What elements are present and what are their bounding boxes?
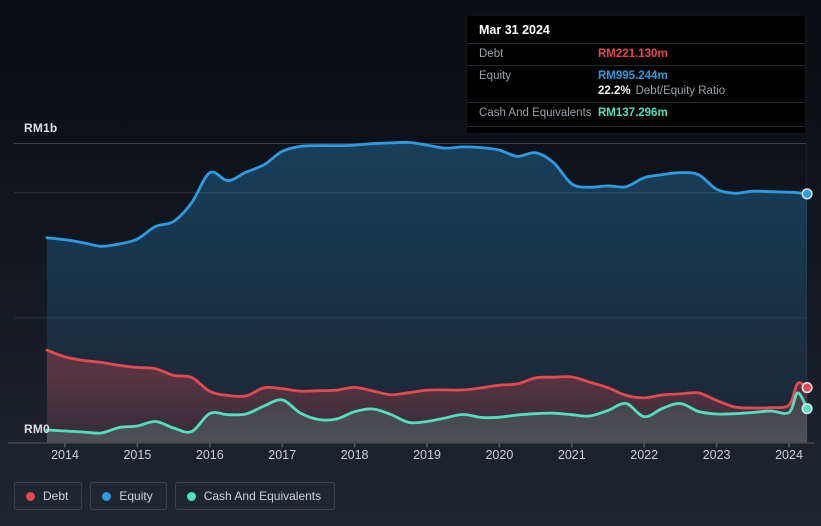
tooltip-equity-value: RM995.244m: [598, 70, 668, 82]
x-axis-label-2021: 2021: [557, 448, 586, 462]
tooltip-cash-value: RM137.296m: [598, 107, 668, 119]
legend-item-cash[interactable]: Cash And Equivalents: [174, 482, 336, 510]
tooltip-row-equity: Equity RM995.244m 22.2% Debt/Equity Ratio: [467, 65, 805, 102]
x-axis-label-2019: 2019: [413, 448, 441, 462]
debt-series-dot-icon: [26, 491, 35, 501]
equity-endpoint-dot: [801, 188, 813, 200]
tooltip-equity-label: Equity: [479, 70, 511, 82]
legend-item-debt[interactable]: Debt: [14, 482, 83, 510]
cash-and-equivalents-endpoint-dot: [801, 403, 813, 415]
tooltip-date: Mar 31 2024: [479, 23, 550, 37]
equity-series-dot-icon: [102, 491, 112, 501]
tooltip-debt-value: RM221.130m: [598, 48, 668, 60]
ratio-percent: 22.2%: [598, 85, 631, 97]
legend-label-cash: Cash And Equivalents: [203, 489, 322, 503]
chart-tooltip: Mar 31 2024 Debt RM221.130m Equity RM995…: [466, 15, 806, 134]
x-axis-label-2017: 2017: [268, 448, 297, 462]
x-axis-label-2023: 2023: [702, 448, 731, 462]
debt-endpoint-dot: [801, 382, 813, 394]
x-axis: [8, 442, 815, 448]
legend-label-equity: Equity: [119, 489, 153, 503]
tooltip-cash-label: Cash And Equivalents: [479, 107, 592, 119]
cash-and-equivalents-line: [45, 391, 809, 435]
tooltip-row-debt: Debt RM221.130m: [467, 43, 805, 65]
x-axis-label-2018: 2018: [340, 448, 369, 462]
y-axis-label-top: RM1b: [24, 121, 58, 135]
tooltip-debt-equity-ratio: 22.2% Debt/Equity Ratio: [598, 84, 725, 99]
ratio-label: Debt/Equity Ratio: [635, 85, 726, 97]
legend-item-equity[interactable]: Equity: [90, 482, 167, 510]
x-axis-label-2022: 2022: [630, 448, 659, 462]
cash-series-dot-icon: [186, 491, 196, 501]
tooltip-row-cash: Cash And Equivalents RM137.296m: [467, 102, 805, 126]
x-axis-label-2024: 2024: [775, 448, 803, 462]
x-axis-label-2020: 2020: [485, 448, 514, 462]
chart-legend: Debt Equity Cash And Equivalents: [14, 482, 336, 510]
x-axis-label-2016: 2016: [195, 448, 224, 462]
debt-line: [45, 348, 809, 410]
series-areas: [46, 142, 808, 444]
legend-label-debt: Debt: [43, 489, 69, 503]
equity-line: [45, 140, 809, 248]
tooltip-debt-label: Debt: [479, 48, 504, 60]
x-axis-label-2014: 2014: [51, 448, 79, 462]
x-axis-label-2015: 2015: [123, 448, 152, 462]
y-axis-label-bottom: RM0: [24, 422, 50, 436]
series-lines: [45, 140, 809, 435]
